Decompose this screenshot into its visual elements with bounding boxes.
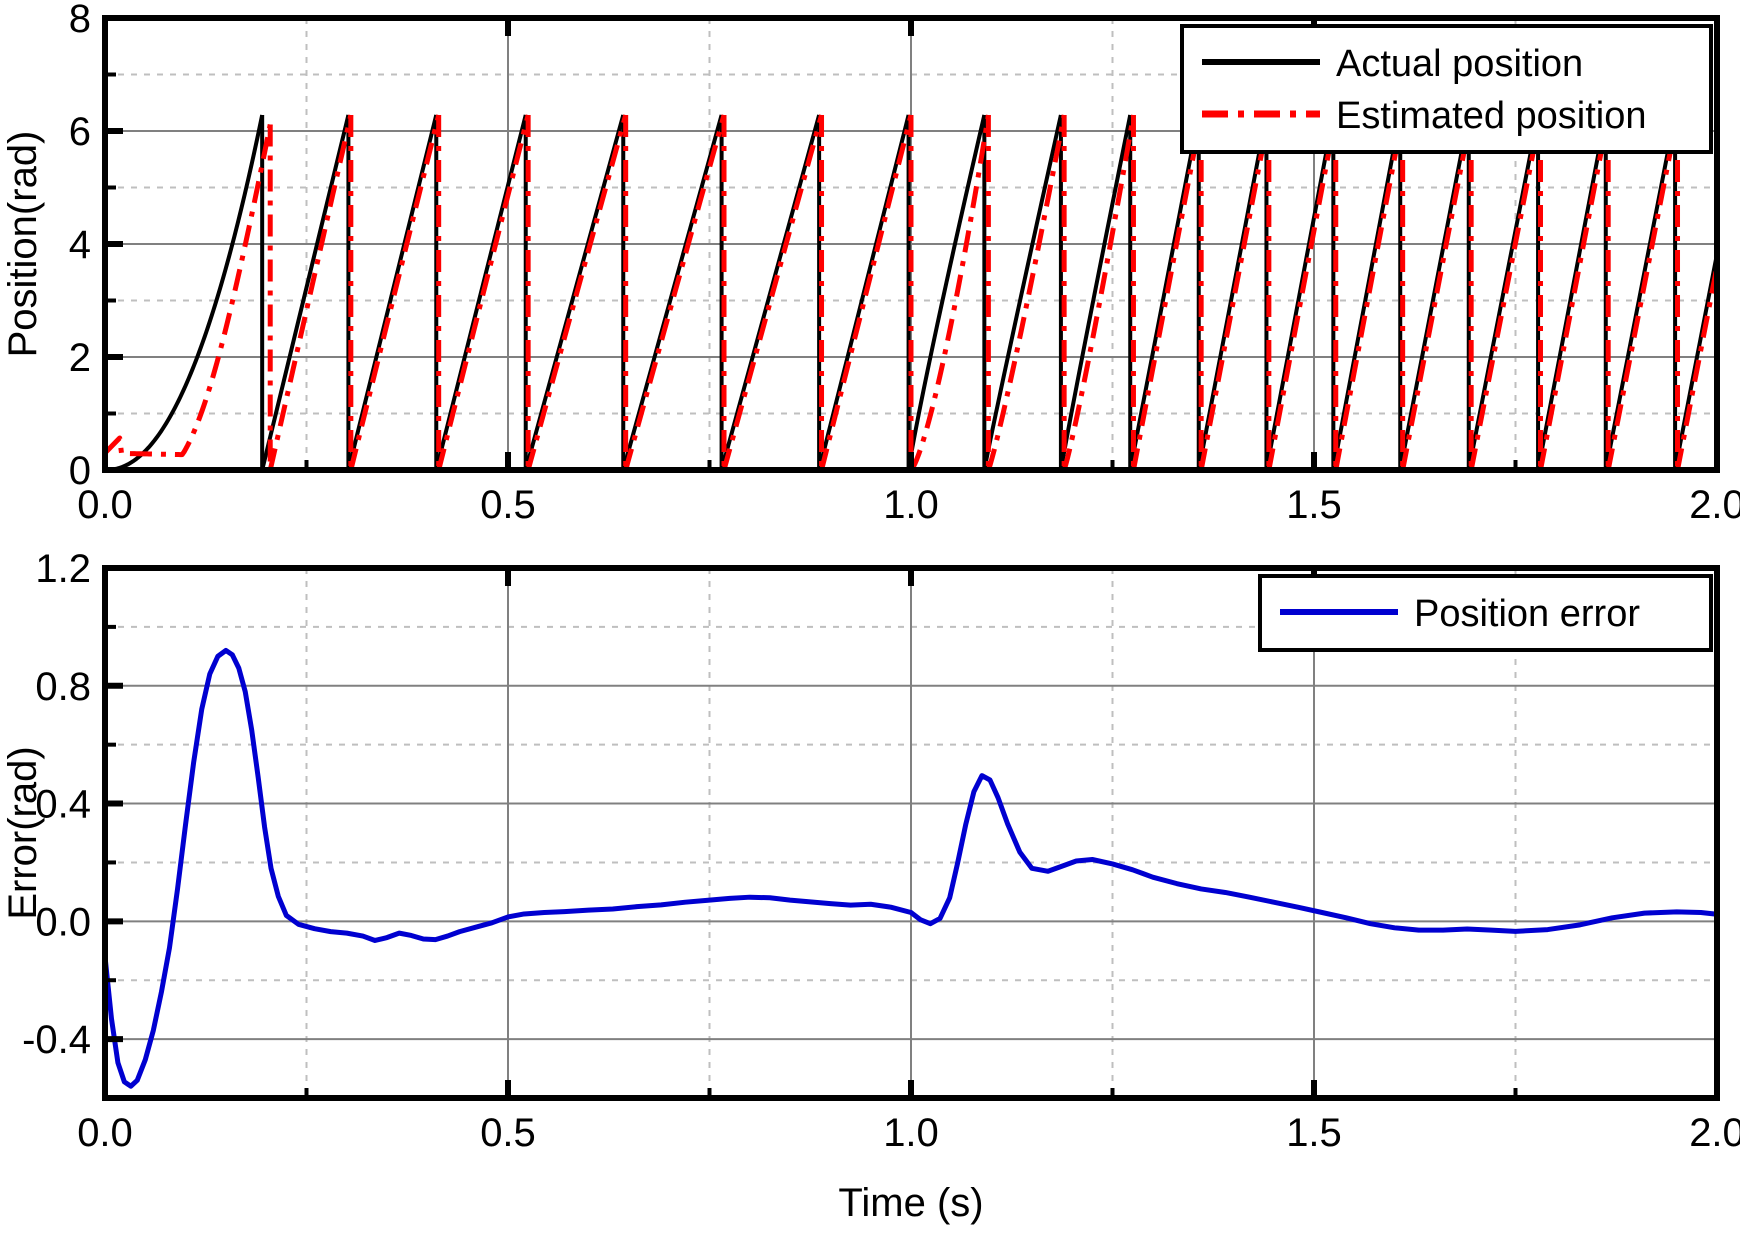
series-line [104, 114, 265, 472]
series-line [1266, 114, 1339, 471]
legend-label-1: Actual position [1336, 43, 1583, 85]
series-line [436, 114, 531, 471]
series-position-error [102, 647, 1720, 1089]
y-tick-label: 6 [69, 110, 91, 154]
series-line [103, 124, 273, 458]
series-line [1605, 114, 1680, 471]
y-tick-label: 0 [69, 449, 91, 493]
x-tick-label: 2.0 [1689, 1111, 1740, 1155]
y-tick-label: 0.8 [35, 665, 91, 709]
legend-box [1180, 24, 1713, 154]
y-tick-label: -0.4 [22, 1018, 91, 1062]
legend-label-2: Estimated position [1336, 95, 1647, 137]
x-tick-label: 0.0 [77, 483, 133, 527]
series-line [1061, 114, 1136, 471]
series-line [1468, 114, 1543, 471]
x-tick-label: 1.0 [883, 483, 939, 527]
series-line [525, 114, 629, 471]
series-line [1131, 114, 1204, 471]
series-line [982, 114, 1063, 471]
x-tick-label: 0.0 [77, 1111, 133, 1155]
series-line [1675, 266, 1720, 471]
series-line [721, 114, 824, 471]
y-tick-label: 8 [69, 0, 91, 41]
series-line [819, 114, 914, 471]
position-chart-legend: Actual position Estimated position [1180, 24, 1713, 154]
x-tick-label: 1.0 [883, 1111, 939, 1155]
series-line [1538, 114, 1611, 471]
legend-label-1: Position error [1414, 593, 1640, 635]
x-tick-label: 0.5 [480, 483, 536, 527]
error-chart-xlabel: Time (s) [838, 1181, 983, 1225]
error-chart: 0.0 0.5 1.0 1.5 2.0 -0.4 0.0 0.4 0.8 1.2 Error(rad… [1, 547, 1740, 1225]
y-tick-label: 2 [69, 336, 91, 380]
series-line [260, 114, 351, 471]
series-line [348, 114, 442, 471]
series-line [909, 114, 991, 472]
y-tick-label: 4 [69, 223, 91, 267]
y-tick-label: 0.0 [35, 900, 91, 944]
x-tick-label: 2.0 [1689, 483, 1740, 527]
series-line [267, 114, 354, 471]
series-line [623, 114, 727, 471]
series-line [1333, 114, 1406, 471]
y-tick-label: 1.2 [35, 547, 91, 591]
series-estimated-position [103, 114, 1720, 472]
series-line [1400, 114, 1474, 471]
x-tick-label: 1.5 [1286, 1111, 1342, 1155]
position-chart-ylabel: Position(rad) [1, 131, 45, 358]
y-tick-label: 0.4 [35, 783, 91, 827]
series-line [1058, 114, 1133, 471]
series-line [906, 114, 987, 471]
error-chart-legend: Position error [1258, 574, 1713, 652]
series-line [986, 114, 1067, 471]
position-chart: 0.0 0.5 1.0 1.5 2.0 0 2 4 6 8 Position(rad) Actual … [1, 0, 1740, 527]
x-tick-label: 1.5 [1286, 483, 1342, 527]
series-line [1198, 114, 1272, 471]
error-chart-ylabel: Error(rad) [1, 746, 45, 919]
series-line [1128, 114, 1201, 471]
x-tick-label: 0.5 [480, 1111, 536, 1155]
